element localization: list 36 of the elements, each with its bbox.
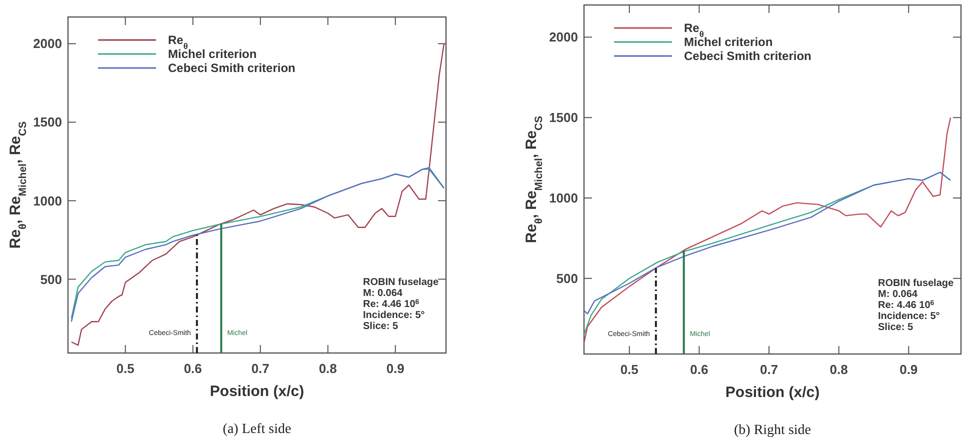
y-tick-label: 1000 xyxy=(33,193,62,208)
annotation: Slice: 5 xyxy=(878,322,914,333)
x-tick-label: 0.7 xyxy=(760,362,778,377)
annotation: ROBIN fuselage xyxy=(363,277,440,288)
line-series xyxy=(70,43,445,346)
x-axis-title: Position (x/c) xyxy=(725,384,820,401)
x-tick-label: 0.6 xyxy=(184,361,202,376)
x-tick-label: 0.8 xyxy=(830,362,848,377)
legend-label: Cebeci Smith criterion xyxy=(684,49,812,64)
legend-label: Cebeci Smith criterion xyxy=(168,61,296,76)
x-tick-label: 0.9 xyxy=(386,361,404,376)
y-tick-label: 500 xyxy=(40,272,62,287)
line-series xyxy=(583,116,952,344)
y-tick-label: 1500 xyxy=(549,110,578,126)
x-axis-title: Position (x/c) xyxy=(210,383,304,400)
y-tick-label: 2000 xyxy=(549,30,578,45)
y-tick-label: 500 xyxy=(556,270,578,286)
text: (a) Left side xyxy=(222,422,292,437)
annotation: ROBIN fuselage xyxy=(878,278,954,289)
annotation: Re: 4.46 10$^{6}$ xyxy=(363,298,420,310)
y-tick-label: 1000 xyxy=(549,190,578,206)
annotation: Incidence: 5° xyxy=(878,311,940,322)
y-tick-label: 1500 xyxy=(33,114,62,130)
y-tick-label: 2000 xyxy=(33,36,62,52)
annotation: Re: 4.46 10$^{6}$ xyxy=(878,300,934,311)
x-tick-label: 0.8 xyxy=(318,361,337,376)
x-tick-label: 0.5 xyxy=(116,361,134,376)
x-tick-label: 0.7 xyxy=(251,361,270,376)
x-tick-label: 0.5 xyxy=(620,362,638,377)
annotation: M: 0.064 xyxy=(878,289,918,300)
annotation: M: 0.064 xyxy=(363,288,403,299)
x-tick-label: 0.6 xyxy=(690,362,708,377)
annotation: Incidence: 5° xyxy=(363,310,425,321)
text: (b) Right side xyxy=(734,423,811,437)
annotation: Slice: 5 xyxy=(363,321,398,332)
x-tick-label: 0.9 xyxy=(900,362,918,377)
